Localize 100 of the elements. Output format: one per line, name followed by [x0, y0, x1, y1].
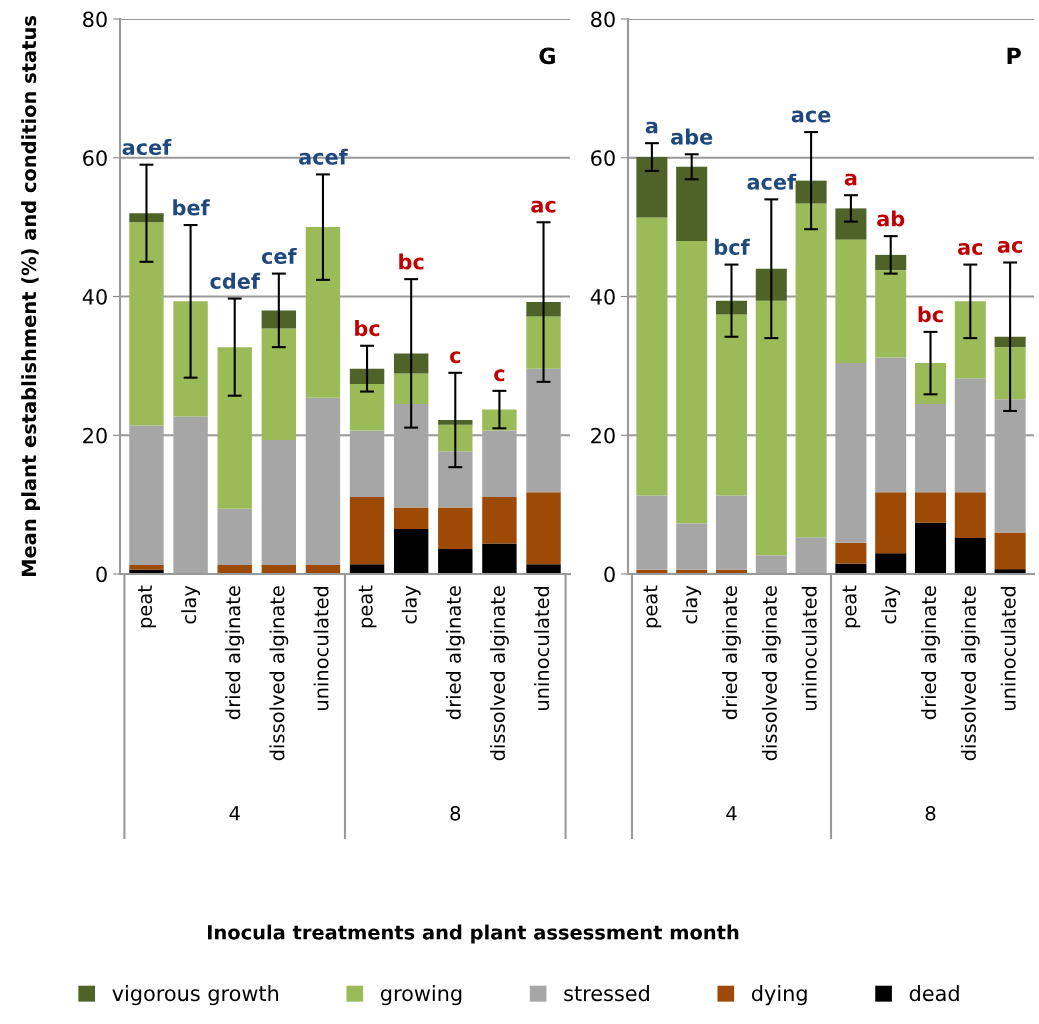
bar [482, 409, 517, 431]
bar [875, 254, 907, 271]
text: G [539, 47, 555, 65]
bar [914, 522, 947, 574]
bar [994, 532, 1026, 570]
y-tick-label: 40 [590, 288, 615, 305]
bar [526, 492, 561, 565]
bar [676, 523, 708, 570]
bar [715, 495, 748, 570]
bar [349, 430, 385, 497]
annotation: acef [747, 173, 797, 190]
bar [173, 416, 208, 574]
annotation: bc [399, 253, 424, 270]
bar [526, 368, 561, 493]
x-tick-label: clay [881, 585, 901, 624]
bar [305, 227, 341, 398]
bar [482, 496, 517, 544]
bar [835, 363, 867, 543]
bar [795, 180, 827, 204]
annotation: a [844, 173, 857, 186]
text: 4 [229, 806, 240, 821]
annotation: c [494, 369, 505, 382]
text: 8 [450, 805, 461, 821]
bar [715, 314, 748, 496]
annotation: ace [791, 110, 831, 123]
bar [994, 399, 1026, 533]
bar [349, 564, 385, 574]
y-tick-label: 80 [83, 11, 107, 28]
annotation: ab [877, 210, 905, 227]
legend-label: growing [380, 985, 462, 1006]
annotation: bc [918, 306, 943, 323]
bar [994, 347, 1026, 400]
bar [875, 492, 907, 554]
annotation: acef [122, 138, 172, 156]
bar [755, 268, 787, 301]
bar [393, 404, 429, 508]
y-tick-label: 0 [96, 566, 107, 583]
x-tick-label: dried alginate [225, 586, 245, 720]
text: P [1007, 47, 1021, 64]
bar [393, 528, 429, 574]
bar [875, 357, 907, 493]
x-tick-label: peat [842, 585, 861, 628]
bar [526, 302, 561, 317]
bar [393, 353, 429, 374]
bar [755, 300, 787, 556]
x-tick-label: uninoculated [534, 586, 550, 710]
x-tick-label: dissolved alginate [761, 586, 781, 761]
x-tick-label: dissolved alginate [490, 586, 509, 761]
y-tick-label: 0 [604, 566, 615, 583]
bar [875, 270, 907, 358]
x-tick-label: uninoculated [313, 586, 329, 710]
bar [217, 508, 252, 565]
bar [954, 301, 986, 379]
annotation: bef [173, 199, 210, 216]
bar [835, 542, 867, 564]
bar [482, 543, 517, 574]
annotation: ac [958, 243, 983, 255]
x-tick-label: dried alginate [445, 586, 465, 720]
bar [755, 555, 787, 574]
annotation: a [645, 121, 658, 134]
bar [261, 440, 297, 565]
bar [954, 537, 986, 574]
bar [438, 507, 473, 550]
bar [526, 316, 561, 369]
bar [349, 383, 385, 431]
legend-label: vigorous growth [112, 985, 279, 1006]
y-tick-label: 40 [82, 288, 107, 305]
y-tick-label: 20 [591, 427, 615, 444]
annotation: abe [671, 128, 713, 145]
text: 4 [726, 806, 737, 821]
bar [129, 564, 164, 570]
y-tick-label: 20 [83, 427, 107, 444]
bar [305, 397, 341, 565]
annotation: acef [299, 148, 348, 165]
x-axis-title: Inocula treatments and plant assessment month [207, 924, 739, 944]
bar [438, 424, 473, 452]
bar [676, 166, 708, 241]
bar [636, 217, 668, 496]
bar [636, 495, 668, 570]
bar [795, 537, 827, 574]
x-tick-label: uninoculated [801, 586, 817, 710]
bar [875, 553, 907, 574]
bar [217, 347, 252, 509]
bar [393, 507, 429, 529]
x-tick-label: dried alginate [722, 586, 741, 720]
x-tick-label: dissolved alginate [960, 586, 980, 761]
bar [438, 549, 473, 574]
x-tick-label: dried alginate [921, 586, 940, 720]
bar [173, 301, 208, 417]
bar [914, 404, 947, 493]
x-tick-label: uninoculated [1000, 586, 1016, 710]
bar [129, 222, 164, 426]
annotation: c [450, 351, 461, 364]
bar [129, 213, 164, 223]
bar [438, 451, 473, 508]
annotation: ac [531, 200, 556, 213]
x-tick-label: peat [643, 585, 662, 628]
y-tick-label: 60 [83, 150, 107, 166]
bar [954, 378, 986, 493]
text: 8 [925, 805, 936, 821]
